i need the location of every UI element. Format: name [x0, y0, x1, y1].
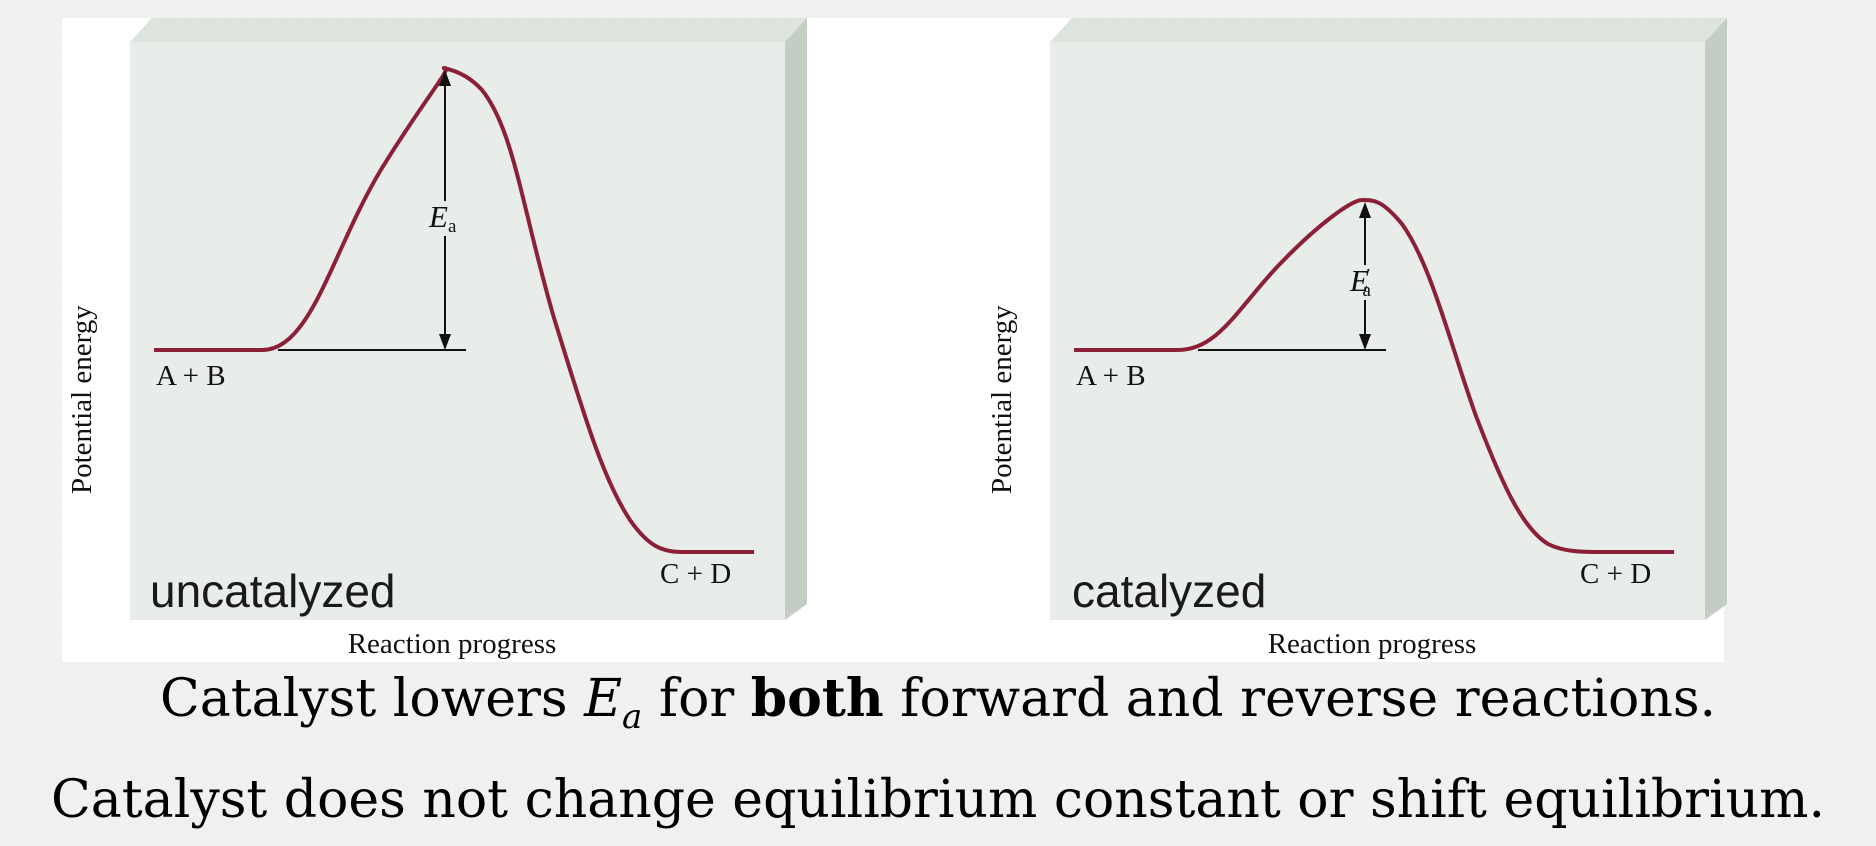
products-label: C + D: [1580, 558, 1652, 590]
catalyzed-svg: [1050, 18, 1727, 620]
activation-energy-symbol: Ea: [584, 669, 643, 737]
arrow-head-up: [439, 70, 451, 86]
catalyzed-tag: catalyzed: [1072, 565, 1267, 617]
y-axis-label: Potential energy: [986, 305, 1018, 494]
reactants-label: A + B: [1076, 360, 1146, 392]
arrow-head-down: [1359, 334, 1371, 350]
y-axis-label: Potential energy: [66, 305, 98, 494]
uncatalyzed-svg: [130, 18, 807, 620]
uncatalyzed-diagram: Ea A + B C + D uncatalyzed Potential ene…: [62, 18, 822, 662]
energy-curve: [1074, 197, 1674, 554]
panel-front: [130, 42, 785, 620]
x-axis-label: Reaction progress: [347, 628, 557, 660]
activation-energy-label: Ea: [427, 199, 459, 237]
arrow-head-up: [1359, 202, 1371, 218]
panel-side: [785, 18, 807, 620]
x-axis-label: Reaction progress: [1267, 628, 1477, 660]
energy-curve: [154, 65, 754, 554]
arrow-head-down: [439, 334, 451, 350]
panel-front: [1050, 42, 1705, 620]
caption-line-1: Catalyst lowers Ea for both forward and …: [159, 668, 1717, 737]
panel-side: [1705, 18, 1727, 620]
uncatalyzed-tag: uncatalyzed: [150, 565, 396, 617]
catalyzed-diagram: E′a A + B C + D catalyzed Potential ener…: [982, 18, 1742, 662]
activation-energy-label: E′a: [1348, 263, 1373, 301]
panel-top: [1050, 18, 1727, 42]
panel-top: [130, 18, 807, 42]
products-label: C + D: [660, 558, 732, 590]
caption-line-2: Catalyst does not change equilibrium con…: [51, 770, 1825, 830]
reactants-label: A + B: [156, 360, 226, 392]
